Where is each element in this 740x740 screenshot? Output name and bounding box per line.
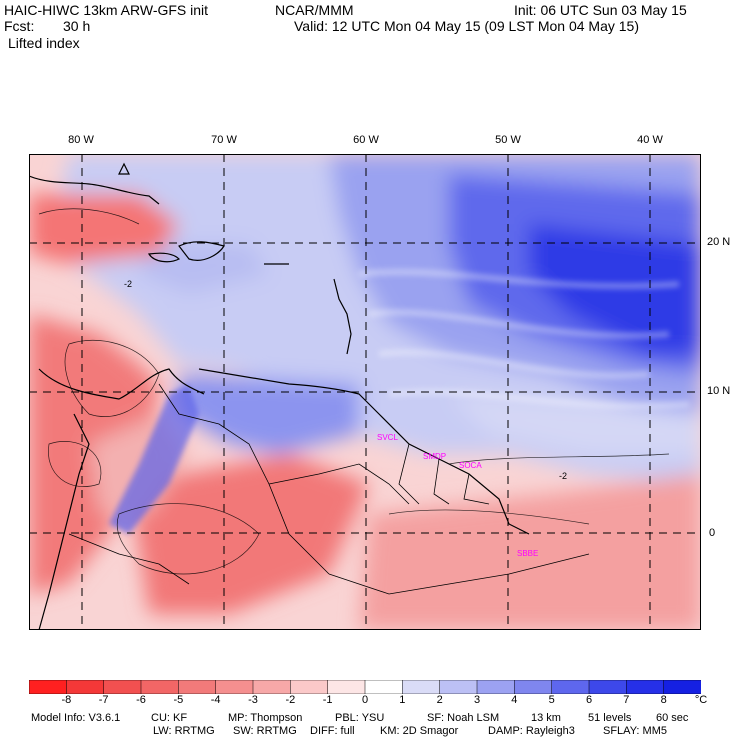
colorbar-tick-label: -5 <box>173 694 184 706</box>
footer-resolution: 13 km <box>531 712 561 724</box>
station-soca: SOCA <box>459 461 482 470</box>
org-label: NCAR/MMM <box>275 2 354 18</box>
contour-label: -2 <box>124 279 132 289</box>
footer-sf: SF: Noah LSM <box>427 712 500 724</box>
colorbar-tick-label: -7 <box>98 694 109 706</box>
station-sbbe: SBBE <box>517 549 538 558</box>
colorbar-tick-label: 1 <box>399 694 406 706</box>
footer-km: KM: 2D Smagor <box>380 725 459 737</box>
footer-diff: DIFF: full <box>310 725 355 737</box>
lon-label-60w: 60 W <box>353 134 379 146</box>
colorbar-tick-label: -1 <box>322 694 333 706</box>
colorbar-swatch <box>29 680 68 694</box>
colorbar-swatch <box>103 680 142 694</box>
lon-label-70w: 70 W <box>211 134 237 146</box>
lat-label-10n: 10 N <box>707 385 731 397</box>
colorbar-swatch <box>178 680 217 694</box>
colorbar <box>29 680 701 694</box>
colorbar-tick-label: -4 <box>210 694 221 706</box>
station-smdp: SMDP <box>423 452 446 461</box>
colorbar-swatch <box>327 680 366 694</box>
lat-label-20n: 20 N <box>707 236 731 248</box>
colorbar-swatch <box>402 680 441 694</box>
colorbar-swatch <box>588 680 628 694</box>
footer-cu: CU: KF <box>151 712 188 724</box>
colorbar-tick-label: 3 <box>473 694 481 706</box>
colorbar-swatch <box>364 680 404 694</box>
lon-label-80w: 80 W <box>68 134 94 146</box>
colorbar-tick-label: -6 <box>136 694 146 706</box>
footer-model-info: Model Info: V3.6.1 <box>31 712 121 724</box>
colorbar-swatch <box>514 680 553 694</box>
colorbar-tick-label: 7 <box>623 694 630 706</box>
map-canvas: SVCL SMDP SOCA SBBE -2 -2 <box>29 154 701 630</box>
colorbar-swatch <box>551 680 590 694</box>
colorbar-tick-label: 8 <box>660 694 667 706</box>
lon-label-50w: 50 W <box>495 134 521 146</box>
field-name: Lifted index <box>8 35 80 51</box>
contour-label: -2 <box>559 471 567 481</box>
valid-time: Valid: 12 UTC Mon 04 May 15 (09 LST Mon … <box>294 18 639 34</box>
footer-sflay: SFLAY: MM5 <box>603 725 667 737</box>
footer-levels: 51 levels <box>588 712 632 724</box>
footer-sw: SW: RRTMG <box>233 725 297 737</box>
colorbar-tick-label: -3 <box>248 694 258 706</box>
colorbar-swatch <box>439 680 478 694</box>
colorbar-swatch <box>215 680 254 694</box>
colorbar-tick-label: -2 <box>285 694 296 706</box>
lon-label-40w: 40 W <box>637 134 663 146</box>
fcst-value: 30 h <box>63 18 91 34</box>
colorbar-swatch <box>290 680 329 694</box>
colorbar-swatch <box>140 680 180 694</box>
station-svcl: SVCL <box>377 433 398 442</box>
colorbar-swatch <box>626 680 665 694</box>
colorbar-tick-label: 5 <box>548 694 555 706</box>
colorbar-tick-label: -8 <box>61 694 72 706</box>
fcst-label: Fcst: <box>4 18 35 34</box>
colorbar-swatch <box>663 680 701 694</box>
colorbar-unit: °C <box>694 694 708 706</box>
footer-mp: MP: Thompson <box>228 712 303 724</box>
colorbar-tick-label: 0 <box>361 694 369 706</box>
colorbar-tick-label: 2 <box>436 694 443 706</box>
colorbar-swatch <box>252 680 292 694</box>
footer-lw: LW: RRTMG <box>153 725 215 737</box>
footer-timestep: 60 sec <box>656 712 689 724</box>
footer-pbl: PBL: YSU <box>335 712 385 724</box>
lat-label-eq: 0 <box>709 527 716 539</box>
init-time: Init: 06 UTC Sun 03 May 15 <box>514 2 687 18</box>
lifted-index-map: SVCL SMDP SOCA SBBE -2 -2 <box>29 154 701 630</box>
colorbar-tick-label: 6 <box>585 694 593 706</box>
colorbar-swatch <box>66 680 105 694</box>
colorbar-tick-label: 4 <box>511 694 518 706</box>
footer-damp: DAMP: Rayleigh3 <box>488 725 575 737</box>
model-title: HAIC-HIWC 13km ARW-GFS init <box>4 2 209 18</box>
colorbar-swatch <box>476 680 516 694</box>
